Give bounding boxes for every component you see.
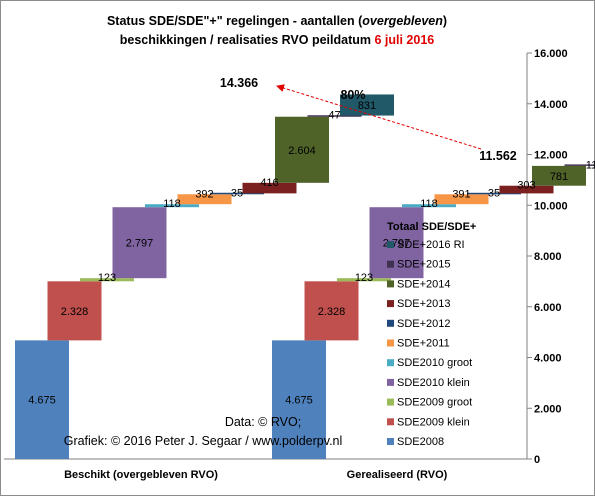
legend-entry: SDE+2012 xyxy=(397,318,451,330)
legend-swatch xyxy=(387,438,394,445)
legend-entry: SDE2009 klein xyxy=(397,416,470,428)
y-tick-label: 2.000 xyxy=(534,403,562,415)
legend-entry: SDE+2011 xyxy=(397,338,450,350)
total-label-beschikt: 14.366 xyxy=(220,76,258,90)
chart-title-line2: beschikkingen / realisaties RVO peildatu… xyxy=(120,33,435,47)
y-tick-label: 14.000 xyxy=(534,99,568,111)
legend-swatch xyxy=(387,418,394,425)
legend-entry: SDE2010 klein xyxy=(397,377,470,389)
y-tick-label: 6.000 xyxy=(534,302,562,314)
data-label: 4.675 xyxy=(285,395,313,407)
data-label: 2.328 xyxy=(61,306,89,318)
chart-title-line1: Status SDE/SDE"+" regelingen - aantallen… xyxy=(107,14,447,28)
total-label-gerealiseerd: 11.562 xyxy=(479,149,517,163)
legend-entry: SDE2008 xyxy=(397,436,444,448)
data-label: 392 xyxy=(195,188,213,200)
legend-entry: SDE+2014 xyxy=(397,278,451,290)
legend-entry: SDE+2013 xyxy=(397,298,451,310)
data-label: 4.675 xyxy=(28,395,56,407)
credit-data: Data: © RVO; xyxy=(225,415,301,429)
y-tick-label: 0 xyxy=(534,454,540,466)
credit-graph: Grafiek: © 2016 Peter J. Segaar / www.po… xyxy=(64,434,343,448)
y-axis-ticks: 0 2.000 4.000 6.000 8.000 10.000 12.000 14.000 1… xyxy=(527,48,568,466)
category-label: Gerealiseerd (RVO) xyxy=(347,469,448,481)
legend-title: Totaal SDE/SDE+ xyxy=(387,221,476,233)
data-label: 118 xyxy=(163,198,181,210)
legend-swatch xyxy=(387,241,394,248)
legend-swatch xyxy=(387,340,394,347)
legend-swatch xyxy=(387,300,394,307)
category-labels: Beschikt (overgebleven RVO) Gerealiseerd … xyxy=(64,469,448,481)
y-tick-label: 8.000 xyxy=(534,251,562,263)
data-label: 47 xyxy=(328,110,340,122)
legend-entry: SDE+2016 RI xyxy=(397,239,465,251)
legend-entry: SDE+2015 xyxy=(397,259,451,271)
data-label: 416 xyxy=(260,177,278,189)
y-tick-label: 10.000 xyxy=(534,200,568,212)
data-label: 2.328 xyxy=(318,306,346,318)
legend-entry: SDE2009 groot xyxy=(397,397,472,409)
data-label: 35 xyxy=(488,187,500,199)
category-label: Beschikt (overgebleven RVO) xyxy=(64,469,218,481)
data-label: 123 xyxy=(355,272,373,284)
data-label: 781 xyxy=(550,171,568,183)
data-label: 11 xyxy=(586,160,595,172)
data-label: 303 xyxy=(517,180,535,192)
data-label: 391 xyxy=(452,188,470,200)
data-label: 2.604 xyxy=(288,145,316,157)
legend-swatch xyxy=(387,379,394,386)
y-tick-label: 12.000 xyxy=(534,150,568,162)
y-tick-label: 16.000 xyxy=(534,48,568,60)
data-label: 35 xyxy=(231,187,243,199)
legend-swatch xyxy=(387,399,394,406)
legend-swatch xyxy=(387,320,394,327)
legend-swatch xyxy=(387,359,394,366)
data-label: 123 xyxy=(98,272,116,284)
legend-swatch xyxy=(387,261,394,268)
data-label: 118 xyxy=(420,198,438,210)
legend-swatch xyxy=(387,280,394,287)
data-label: 2.797 xyxy=(126,238,154,250)
ratio-annotation: 80% xyxy=(340,88,365,102)
legend-entry: SDE2010 groot xyxy=(397,357,472,369)
y-tick-label: 4.000 xyxy=(534,353,562,365)
